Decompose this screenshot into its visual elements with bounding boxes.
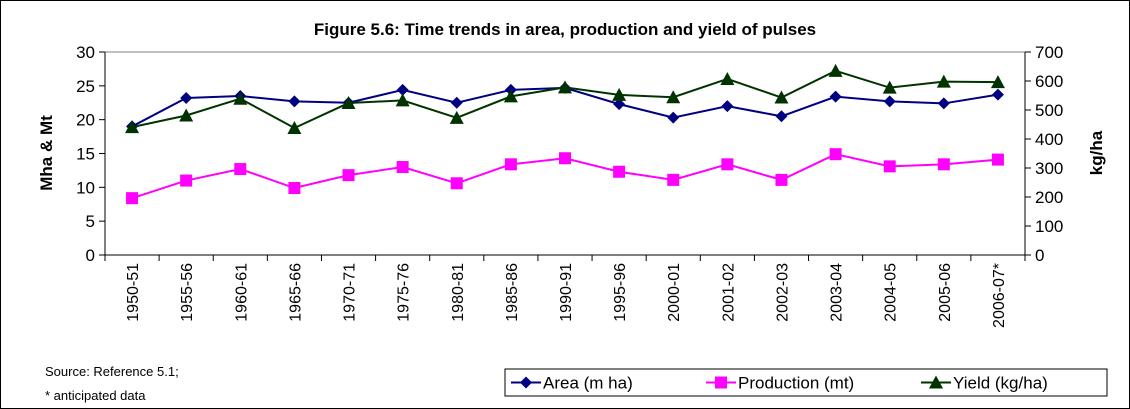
data-point bbox=[287, 120, 302, 134]
data-point bbox=[883, 160, 896, 173]
x-tick-label: 2002-03 bbox=[774, 263, 791, 322]
data-point bbox=[450, 177, 463, 190]
data-point bbox=[883, 95, 896, 108]
y2-tick-label: 200 bbox=[1035, 188, 1063, 207]
x-tick-label: 2005-06 bbox=[937, 263, 954, 322]
data-point bbox=[180, 174, 193, 187]
y-tick-label: 15 bbox=[76, 145, 95, 164]
chart-title: Figure 5.6: Time trends in area, product… bbox=[314, 20, 816, 39]
note: Source: Reference 5.1; bbox=[45, 364, 179, 379]
data-point bbox=[991, 88, 1004, 101]
data-point bbox=[774, 90, 789, 104]
x-tick-label: 2003-04 bbox=[829, 263, 846, 322]
data-point bbox=[937, 158, 950, 171]
x-tick-label: 1985-86 bbox=[504, 263, 521, 322]
data-point bbox=[179, 108, 194, 122]
data-point bbox=[396, 161, 409, 174]
x-tick-label: 2001-02 bbox=[720, 263, 737, 322]
data-point bbox=[667, 173, 680, 186]
x-tick-label: 1980-81 bbox=[450, 263, 467, 322]
data-point bbox=[520, 376, 532, 389]
data-point bbox=[341, 96, 356, 110]
y2-tick-label: 500 bbox=[1035, 101, 1063, 120]
x-tick-label: 1970-71 bbox=[342, 263, 359, 322]
y2-tick-label: 0 bbox=[1035, 246, 1044, 265]
x-tick-label: 1950-51 bbox=[125, 263, 142, 322]
y2-tick-label: 100 bbox=[1035, 217, 1063, 236]
data-point bbox=[715, 376, 727, 389]
data-point bbox=[180, 92, 193, 105]
data-point bbox=[559, 152, 571, 165]
data-point bbox=[613, 98, 626, 111]
data-point bbox=[829, 90, 842, 103]
legend-label: Area (m ha) bbox=[543, 374, 633, 393]
note: * anticipated data bbox=[45, 388, 146, 403]
data-point bbox=[449, 110, 464, 124]
y-tick-label: 30 bbox=[76, 43, 95, 62]
data-point bbox=[126, 192, 139, 205]
x-tick-label: 1975-76 bbox=[396, 263, 413, 322]
x-tick-label: 2006-07* bbox=[991, 263, 1008, 328]
data-point bbox=[937, 97, 950, 110]
x-tick-label: 2000-01 bbox=[666, 263, 683, 322]
data-point bbox=[288, 182, 301, 195]
data-point bbox=[666, 90, 681, 104]
data-point bbox=[775, 110, 788, 123]
data-point bbox=[504, 158, 517, 171]
x-tick-label: 1995-96 bbox=[612, 263, 629, 322]
data-point bbox=[829, 148, 842, 161]
data-point bbox=[450, 96, 463, 109]
y-tick-label: 10 bbox=[76, 178, 95, 197]
x-tick-label: 1965-66 bbox=[287, 263, 304, 322]
data-point bbox=[395, 93, 410, 107]
data-point bbox=[396, 83, 409, 96]
data-point bbox=[125, 120, 140, 134]
data-point bbox=[882, 80, 897, 94]
y2-tick-label: 400 bbox=[1035, 130, 1063, 149]
data-point bbox=[990, 75, 1005, 89]
x-tick-label: 1990-91 bbox=[558, 263, 575, 322]
data-point bbox=[612, 87, 627, 101]
y2-axis-label: kg/ha bbox=[1087, 130, 1106, 175]
x-tick-label: 1960-61 bbox=[233, 263, 250, 322]
data-point bbox=[775, 173, 788, 186]
data-point bbox=[929, 375, 943, 389]
data-point bbox=[613, 165, 626, 178]
y-axis-label: Mha & Mt bbox=[37, 115, 56, 191]
y-tick-label: 0 bbox=[86, 246, 95, 265]
data-point bbox=[233, 91, 248, 105]
x-tick-label: 1955-56 bbox=[179, 263, 196, 322]
data-point bbox=[667, 111, 680, 124]
data-point bbox=[288, 95, 301, 108]
data-point bbox=[720, 71, 735, 85]
legend-box bbox=[504, 368, 1108, 397]
data-point bbox=[234, 163, 247, 176]
x-tick-label: 2004-05 bbox=[883, 263, 900, 322]
y-tick-label: 25 bbox=[76, 77, 95, 96]
legend-label: Yield (kg/ha) bbox=[953, 374, 1048, 393]
data-point bbox=[991, 153, 1004, 166]
data-point bbox=[558, 80, 572, 94]
data-point bbox=[828, 63, 843, 77]
data-point bbox=[936, 74, 951, 88]
y2-tick-label: 300 bbox=[1035, 159, 1063, 178]
data-point bbox=[721, 100, 734, 113]
y2-tick-label: 700 bbox=[1035, 43, 1063, 62]
data-point bbox=[503, 89, 518, 103]
y2-tick-label: 600 bbox=[1035, 72, 1063, 91]
data-point bbox=[342, 169, 355, 182]
data-point bbox=[721, 158, 734, 171]
y-tick-label: 5 bbox=[86, 212, 95, 231]
y-tick-label: 20 bbox=[76, 111, 95, 130]
legend-label: Production (mt) bbox=[738, 374, 854, 393]
